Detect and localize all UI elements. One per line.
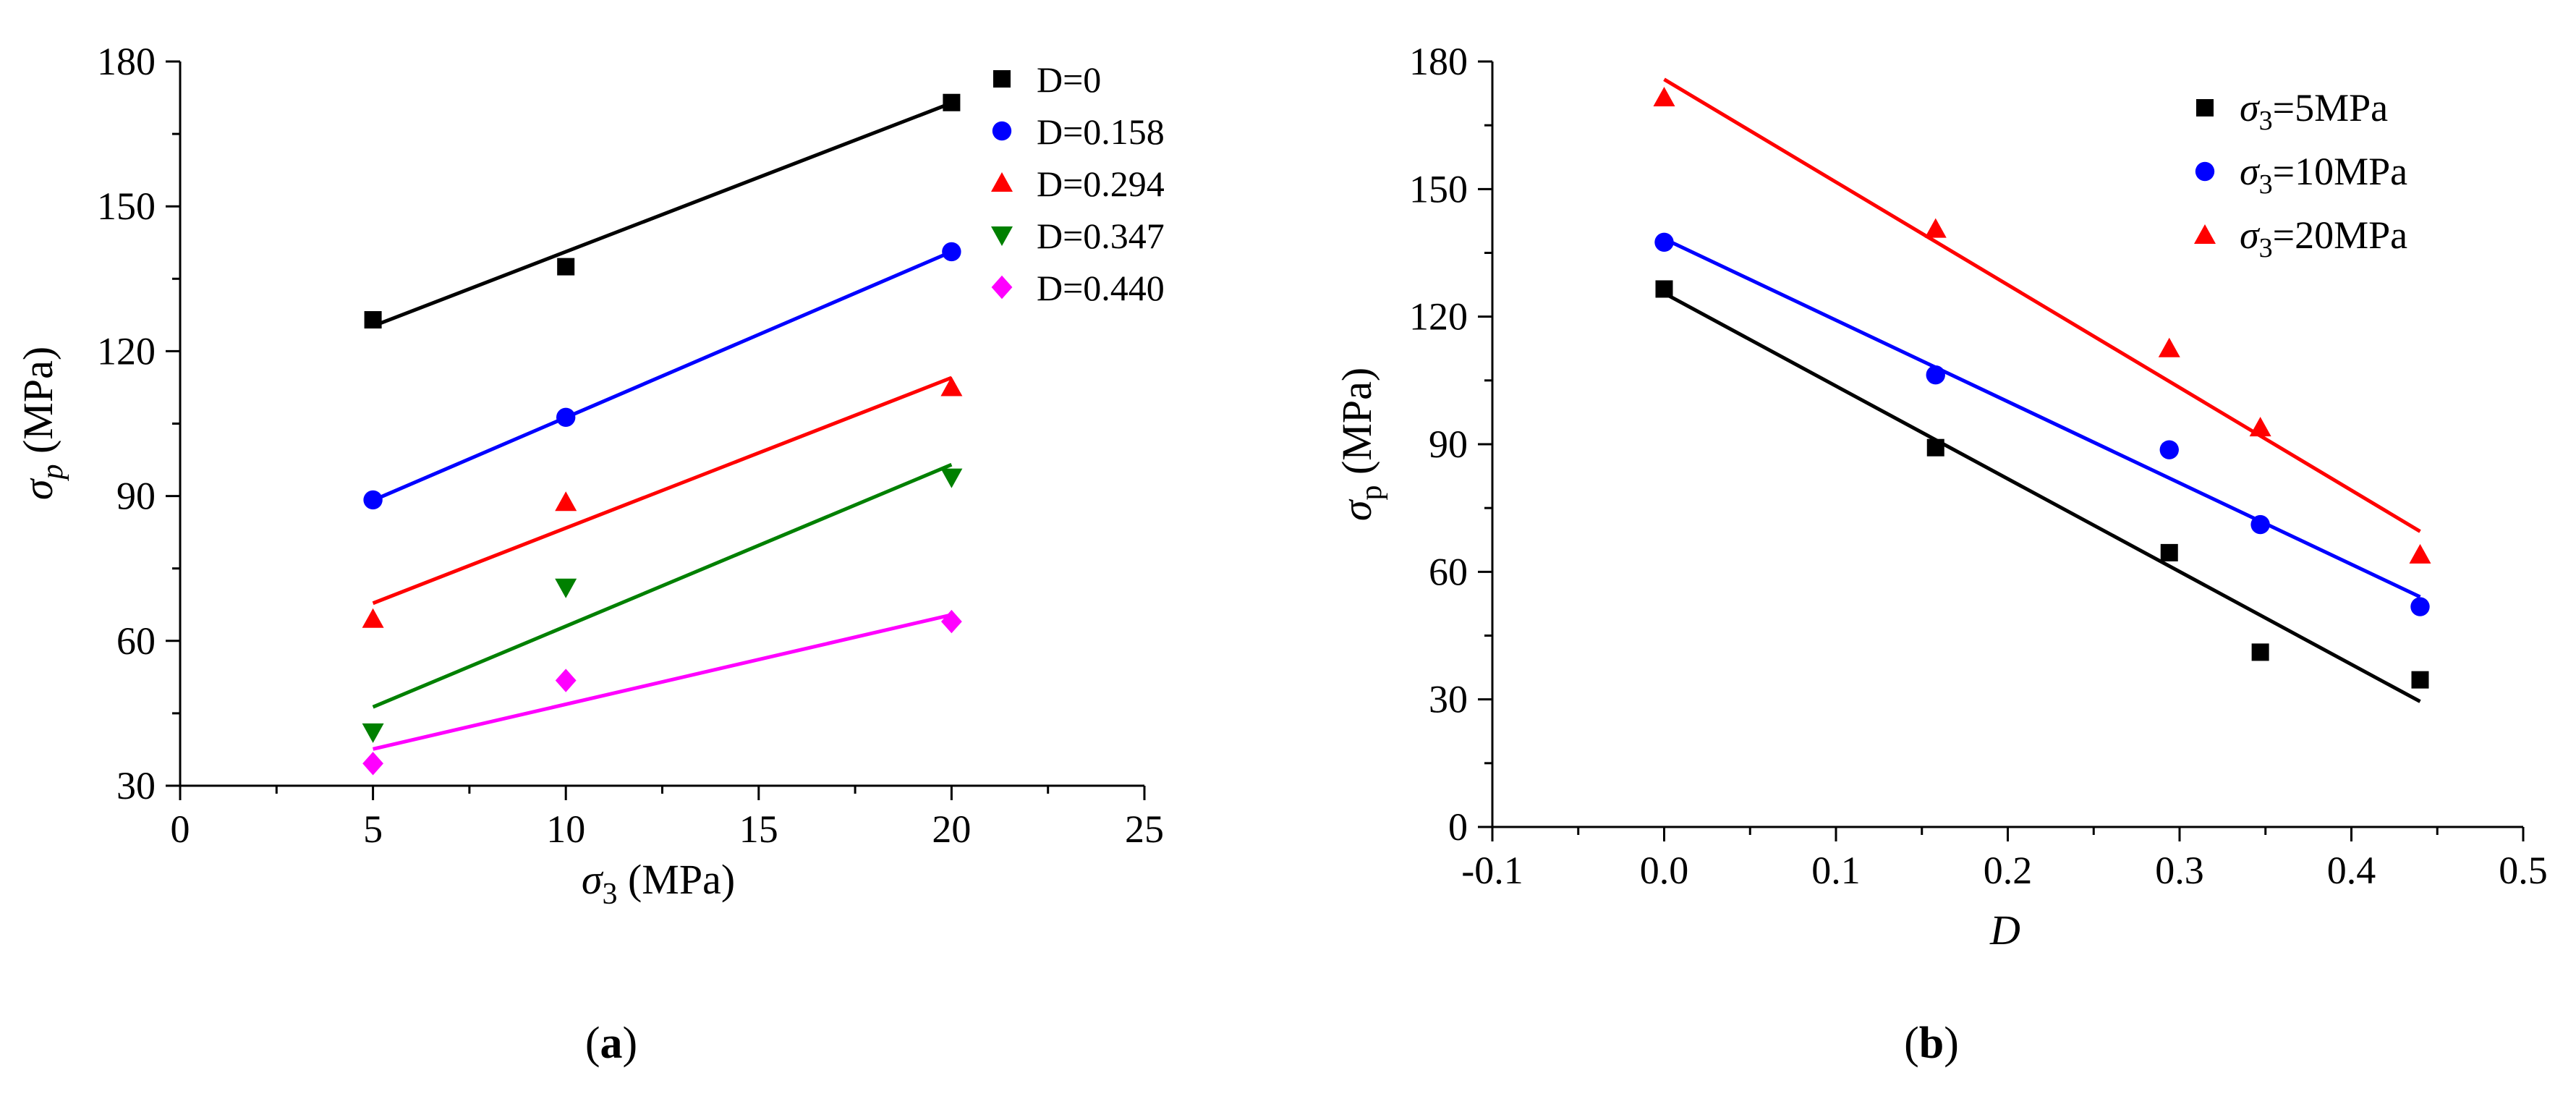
data-point (362, 723, 384, 743)
data-point (1926, 438, 1944, 457)
chart-panel-b: -0.1 0.0 0.1 0.2 0.3 0.4 0.5 0 30 60 90 120 150 180 σ3… (1333, 40, 2548, 1068)
x-tick-label: 10 (546, 807, 585, 851)
series-0: σ3=5MPa (1655, 86, 2429, 703)
fit-line (372, 462, 953, 709)
data-point (941, 609, 962, 634)
chart-panel-a: 0 5 10 15 20 25 30 60 90 120 150 180 D=0 D=0.158 D=0.2… (14, 40, 1165, 1068)
data-point (555, 669, 577, 692)
x-tick-label: 0.1 (1811, 849, 1861, 892)
y-axis-label: σp (MPa) (14, 347, 69, 500)
series-0: D=0 (364, 59, 1101, 329)
y-tick-label: 0 (1448, 805, 1468, 849)
data-point (555, 491, 577, 512)
legend-marker (993, 70, 1011, 88)
fit-line (1663, 292, 2421, 703)
legend-marker (992, 121, 1012, 141)
legend-label: σ3=5MPa (2240, 86, 2388, 136)
y-tick-label: 180 (1409, 40, 1468, 83)
legend-marker (2196, 99, 2214, 116)
y-tick-label: 30 (116, 764, 156, 807)
data-point (1653, 86, 1675, 106)
fit-line (373, 613, 952, 751)
x-tick-label: 0.3 (2155, 849, 2204, 892)
x-tick-label: 20 (932, 807, 971, 851)
x-axis-label: D (1989, 907, 2020, 954)
data-point (2160, 543, 2178, 561)
panel-label: (a) (585, 1019, 637, 1068)
data-point (362, 752, 383, 776)
legend-label: D=0.347 (1037, 216, 1165, 256)
series-3: D=0.347 (362, 216, 1165, 743)
x-axis-label: σ3 (MPa) (582, 856, 735, 911)
data-point (942, 242, 961, 262)
data-point (2250, 514, 2270, 535)
series-1: σ3=10MPa (1654, 150, 2430, 616)
fit-line (372, 101, 953, 328)
fit-line (372, 375, 953, 606)
y-tick-label: 120 (1409, 295, 1468, 339)
legend-label: σ3=10MPa (2240, 150, 2407, 200)
x-tick-label: -0.1 (1461, 849, 1523, 892)
data-point (1926, 365, 1945, 385)
data-point (2410, 597, 2430, 616)
legend-label: D=0.440 (1037, 268, 1165, 308)
data-point (556, 407, 576, 428)
legend-label: D=0.158 (1037, 111, 1165, 152)
legend-marker (2195, 161, 2215, 182)
fit-line (1663, 77, 2421, 533)
x-tick-label: 0 (171, 807, 190, 851)
legend-label: σ3=20MPa (2240, 213, 2407, 263)
series-1: D=0.158 (363, 111, 1165, 510)
data-point (2409, 543, 2431, 564)
x-tick-label: 5 (363, 807, 383, 851)
y-tick-label: 60 (1429, 550, 1468, 593)
x-tick-label: 0.4 (2327, 849, 2376, 892)
data-point (1924, 218, 1947, 238)
panel-label: (b) (1904, 1019, 1959, 1068)
legend-marker (991, 226, 1013, 246)
y-tick-label: 150 (1409, 167, 1468, 211)
series-4: D=0.440 (362, 268, 1165, 776)
y-tick-label: 150 (97, 184, 156, 228)
x-tick-label: 15 (739, 807, 778, 851)
y-tick-label: 60 (116, 619, 156, 663)
y-axis-label: σp (MPa) (1333, 368, 1388, 521)
data-point (2249, 417, 2271, 437)
x-tick-label: 25 (1125, 807, 1164, 851)
data-point (940, 468, 963, 488)
data-point (1654, 232, 1674, 253)
legend-marker (2194, 224, 2216, 244)
y-tick-label: 30 (1429, 678, 1468, 721)
series-2: D=0.294 (362, 164, 1165, 628)
series-2: σ3=20MPa (1653, 77, 2431, 564)
x-tick-label: 0.5 (2499, 849, 2548, 892)
data-point (364, 311, 382, 329)
data-point (363, 490, 383, 510)
data-point (2158, 337, 2180, 357)
data-point (2159, 440, 2179, 459)
y-tick-label: 120 (97, 329, 156, 373)
data-point (555, 578, 577, 598)
x-tick-label: 0.0 (1640, 849, 1689, 892)
data-point (2251, 643, 2269, 661)
legend-marker (991, 275, 1013, 300)
y-tick-label: 90 (1429, 423, 1468, 466)
fit-line (1663, 237, 2421, 599)
data-point (557, 258, 575, 276)
fit-line (372, 250, 953, 502)
data-point (362, 608, 384, 628)
data-point (943, 93, 961, 111)
data-point (940, 376, 963, 396)
legend-label: D=0 (1037, 59, 1101, 100)
y-tick-label: 90 (116, 475, 156, 518)
data-point (1655, 280, 1673, 298)
legend-marker (991, 172, 1013, 192)
legend-label: D=0.294 (1037, 164, 1165, 204)
x-tick-label: 0.2 (1984, 849, 2033, 892)
data-point (2411, 671, 2429, 689)
y-tick-label: 180 (97, 40, 156, 83)
